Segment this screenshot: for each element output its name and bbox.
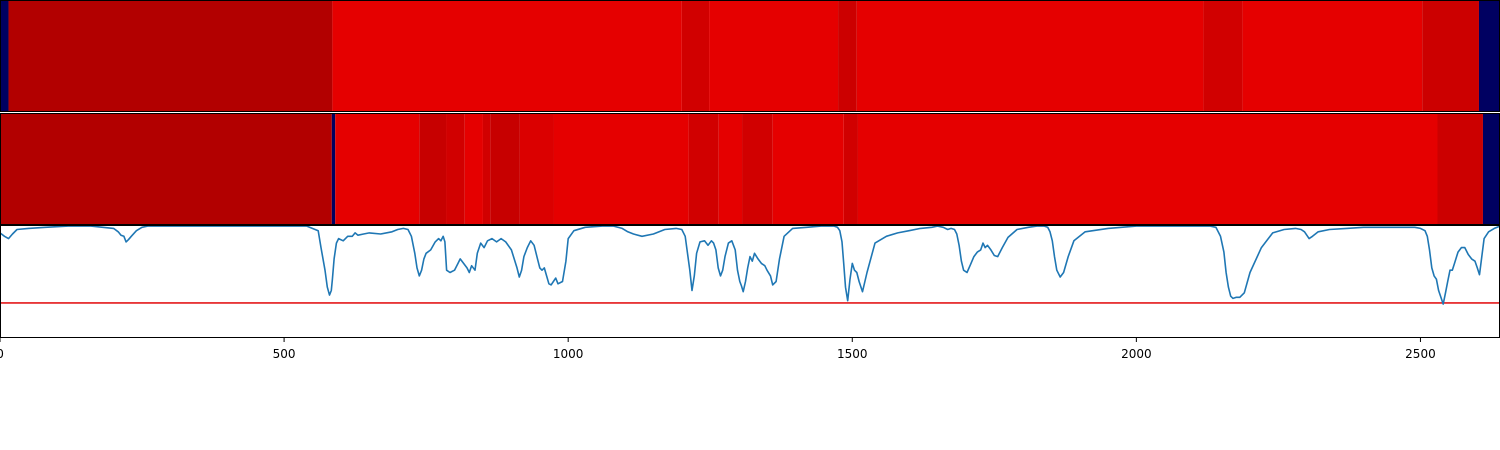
line-plot-background xyxy=(0,225,1500,338)
line-plot-panel xyxy=(0,225,1500,338)
heatmap-cell xyxy=(490,113,520,225)
series-line xyxy=(0,225,1500,305)
heatmap-cell xyxy=(419,113,447,225)
heatmap-strip-top xyxy=(0,0,1500,112)
heatmap-cell xyxy=(1422,0,1479,112)
x-tick-label: 2500 xyxy=(1405,347,1436,361)
heatmap-cell xyxy=(1203,0,1243,112)
heatmap-cell xyxy=(1478,0,1500,112)
heatmap-cell xyxy=(519,113,554,225)
heatmap-cell xyxy=(709,0,839,112)
heatmap-cell xyxy=(857,113,1438,225)
heatmap-cell xyxy=(856,0,1204,112)
heatmap-cell xyxy=(742,113,773,225)
x-tick-label: 0 xyxy=(0,347,4,361)
heatmap-cell xyxy=(0,0,9,112)
heatmap-cell xyxy=(335,113,420,225)
x-axis-ticks: 0 500 1000 1500 2000 2500 xyxy=(0,338,1436,361)
heatmap-cell xyxy=(8,0,333,112)
x-tick-label: 2000 xyxy=(1121,347,1152,361)
heatmap-cell xyxy=(1242,0,1423,112)
heatmap-cell xyxy=(1437,113,1483,225)
x-tick-label: 500 xyxy=(273,347,296,361)
heatmap-cell xyxy=(681,0,710,112)
heatmap-cell xyxy=(1482,113,1500,225)
heatmap-cell xyxy=(553,113,689,225)
heatmap-cell xyxy=(838,0,857,112)
x-tick-label: 1000 xyxy=(553,347,584,361)
heatmap-cell xyxy=(331,113,336,225)
heatmap-cell xyxy=(446,113,465,225)
heatmap-cell xyxy=(0,113,332,225)
heatmap-cell xyxy=(332,0,682,112)
heatmap-cell xyxy=(772,113,844,225)
heatmap-strip-middle xyxy=(0,113,1500,225)
heatmap-cell xyxy=(464,113,483,225)
heatmap-cell xyxy=(843,113,858,225)
heatmap-cell xyxy=(688,113,719,225)
heatmap-cell xyxy=(482,113,491,225)
x-tick-label: 1500 xyxy=(837,347,868,361)
heatmap-cell xyxy=(718,113,743,225)
